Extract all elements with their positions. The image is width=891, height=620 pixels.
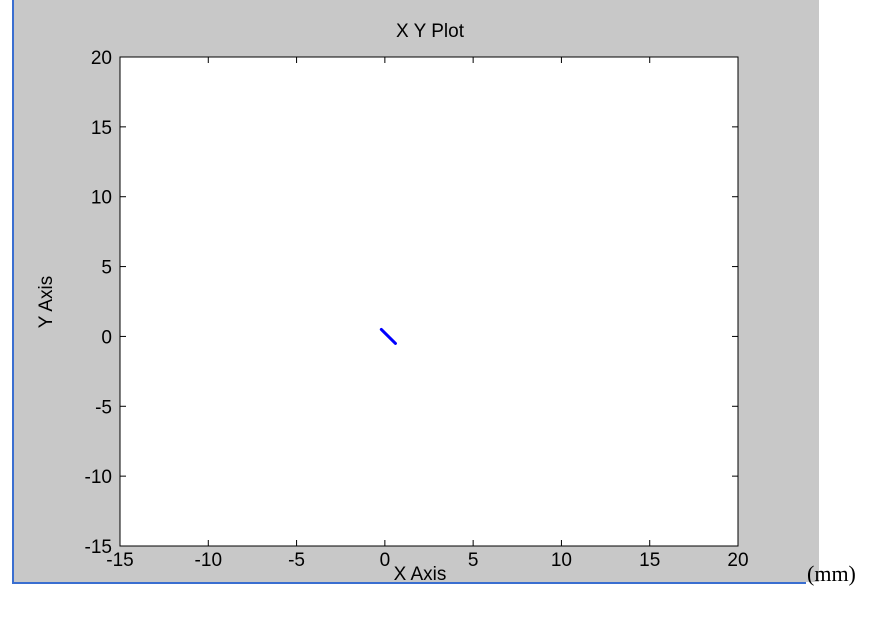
y-tick-label: 20 (91, 48, 112, 69)
y-tick-label: 0 (101, 327, 112, 348)
window-bottom-border (12, 582, 806, 584)
x-tick-label: 5 (468, 550, 479, 571)
y-tick-label: 5 (101, 258, 112, 279)
x-axis-ticks: -15 -10 -5 0 5 10 15 20 (106, 57, 749, 571)
y-tick-label: -10 (85, 467, 112, 488)
chart-title: X Y Plot (396, 21, 465, 42)
y-axis-ticks: -15 -10 -5 0 5 10 15 20 (85, 48, 738, 558)
x-tick-label: 0 (380, 550, 391, 571)
y-tick-label: -15 (85, 537, 112, 558)
x-tick-label: 20 (727, 550, 748, 571)
x-tick-label: -15 (106, 550, 133, 571)
window-left-border (12, 0, 14, 584)
y-tick-label: 10 (91, 188, 112, 209)
series-line (379, 327, 397, 345)
x-tick-label: -10 (195, 550, 222, 571)
series-layer (379, 327, 397, 345)
x-tick-label: 15 (639, 550, 660, 571)
x-tick-label: -5 (288, 550, 305, 571)
y-tick-label: -5 (95, 397, 112, 418)
unit-label: (mm) (807, 561, 856, 586)
y-axis-label: Y Axis (36, 276, 57, 328)
y-tick-label: 15 (91, 118, 112, 139)
x-axis-label: X Axis (394, 564, 447, 585)
plot-area (119, 56, 739, 547)
x-tick-label: 10 (551, 550, 572, 571)
